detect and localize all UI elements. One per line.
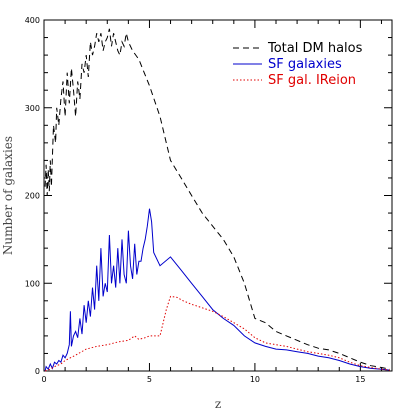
- y-tick-label: 300: [25, 104, 40, 113]
- series-line-2: [44, 208, 390, 372]
- x-tick-label: 15: [355, 375, 365, 384]
- legend-label-1: Total DM halos: [267, 41, 363, 56]
- series-line-1: [44, 28, 390, 370]
- y-tick-label: 200: [25, 192, 40, 201]
- legend-label-2: SF galaxies: [268, 57, 342, 72]
- ticks: 0 5 10 15 0 100 200 300 400: [25, 16, 392, 384]
- y-axis-title: Number of galaxies: [1, 136, 15, 255]
- legend-label-3: SF gal. IReion: [268, 73, 356, 88]
- x-tick-label: 0: [41, 375, 46, 384]
- x-tick-label: 10: [250, 375, 260, 384]
- y-tick-label: 400: [25, 16, 40, 25]
- series-layer: [44, 28, 390, 372]
- y-tick-label: 100: [25, 279, 40, 288]
- x-tick-label: 5: [147, 375, 152, 384]
- y-tick-label: 0: [35, 367, 40, 376]
- x-axis-title: z: [215, 397, 221, 411]
